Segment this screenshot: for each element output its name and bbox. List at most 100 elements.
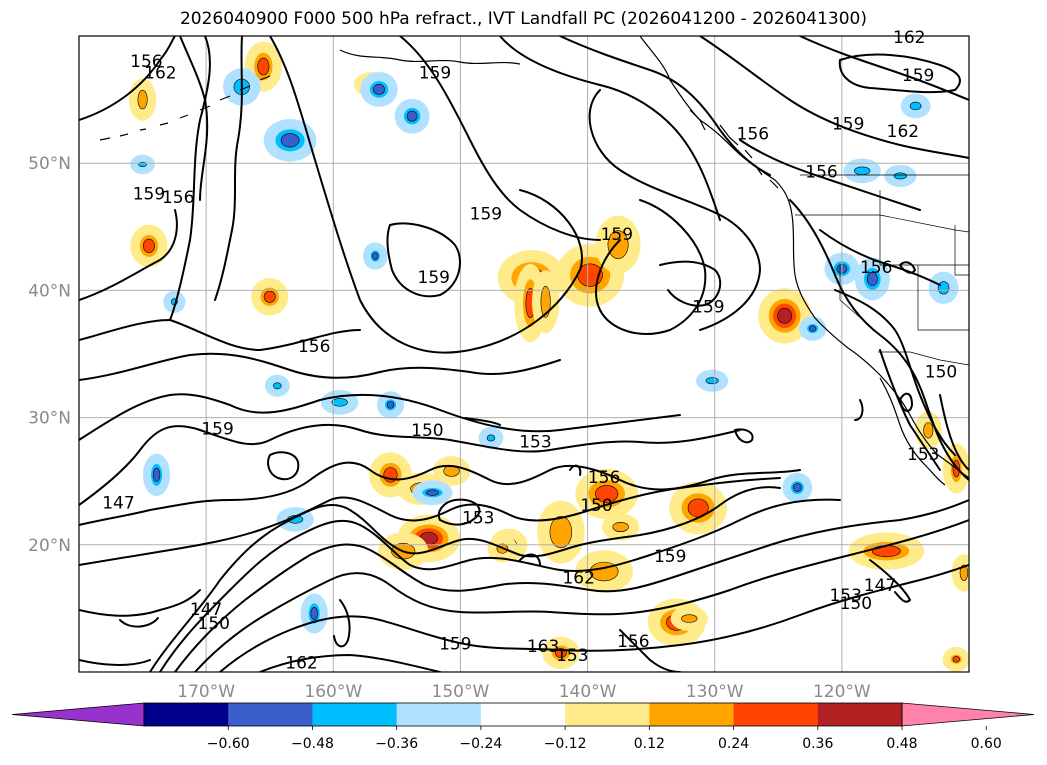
contour-line: [79, 393, 681, 441]
ivt-positive-anomaly: [612, 521, 629, 532]
contour-line: [259, 654, 441, 672]
ivt-negative-anomaly: [425, 489, 439, 496]
contour-label: 153: [519, 432, 551, 452]
figure-title: 2026040900 F000 500 hPa refract., IVT La…: [179, 9, 867, 29]
contour-line: [333, 599, 351, 648]
ivt-negative-anomaly: [386, 401, 395, 409]
contour-line: [854, 399, 864, 421]
latitude-tick-label: 20°N: [28, 536, 71, 556]
coastlines: [99, 36, 969, 486]
ivt-negative-anomaly: [373, 84, 386, 95]
contour-label: 159: [439, 635, 471, 655]
contour-line: [79, 352, 561, 381]
contour-label: 162: [893, 28, 925, 48]
contour-label: 150: [411, 421, 443, 441]
contour-label: 147: [864, 576, 896, 596]
ivt-negative-anomaly: [808, 325, 817, 332]
contour-line: [519, 553, 541, 566]
colorbar-tick-label: −0.24: [459, 736, 502, 752]
contour-line: [595, 199, 707, 335]
colorbar-tick-label: −0.36: [375, 736, 418, 752]
contour-line: [869, 559, 911, 603]
ivt-positive-anomaly: [952, 656, 960, 663]
contour-label: 156: [805, 163, 837, 183]
contour-line: [174, 499, 969, 672]
ivt-negative-anomaly: [909, 101, 922, 111]
contour-line: [899, 261, 916, 274]
contour-line: [119, 617, 159, 628]
colorbar-tick-label: 0.12: [634, 736, 665, 752]
longitude-tick-label: 150°W: [432, 682, 490, 702]
contour-line: [79, 589, 201, 617]
contour-label: 150: [198, 614, 230, 634]
contour-label: 159: [418, 268, 450, 288]
contour-line: [79, 319, 361, 351]
border-states-3: [839, 265, 969, 336]
colorbar: −0.60 −0.48 −0.36 −0.24 −0.12 0.12 0.24 0.36 0.4…: [11, 702, 1035, 752]
contour-label: 159: [133, 184, 165, 204]
ivt-negative-anomaly: [152, 467, 161, 482]
border-us-mexico: [878, 351, 969, 366]
contour-line: [79, 477, 781, 566]
contour-line: [79, 461, 801, 526]
coastline-islands: [689, 109, 779, 189]
colorbar-tick-label: 0.48: [886, 736, 917, 752]
latitude-ticks: 20°N 30°N 40°N 50°N: [28, 154, 71, 556]
colorbar-frame: [143, 702, 903, 727]
contour-line: [386, 222, 461, 298]
contour-line: [214, 36, 243, 301]
ivt-negative-anomaly: [866, 271, 878, 287]
contour-label: 156: [860, 258, 892, 278]
ivt-positive-anomaly: [142, 238, 155, 253]
colorbar-segment: [649, 703, 735, 726]
political-borders: [795, 174, 969, 366]
contour-label: 147: [102, 493, 134, 513]
longitude-tick-label: 140°W: [559, 682, 617, 702]
contour-label: 162: [285, 654, 317, 674]
colorbar-tick-label: 0.24: [718, 736, 749, 752]
contour-label: 159: [654, 547, 686, 567]
contour-line: [838, 53, 961, 94]
longitude-ticks: 170°W 160°W 150°W 140°W 130°W 120°W: [177, 682, 871, 702]
ivt-positive-anomaly: [681, 614, 698, 623]
colorbar-tick-label: −0.12: [544, 736, 587, 752]
contour-label: 163: [527, 637, 559, 657]
contour-labels: 156 162 159 162 159 159 162 156 156 159 156 159 159 1…: [102, 28, 957, 674]
contour-label: 150: [925, 362, 957, 382]
contour-line: [569, 464, 582, 476]
contour-label: 156: [130, 52, 162, 72]
coastline-aleutians: [99, 75, 271, 141]
longitude-tick-label: 160°W: [304, 682, 362, 702]
ivt-negative-anomaly: [705, 377, 719, 385]
contour-line: [899, 392, 913, 412]
contour-line: [939, 394, 969, 471]
contour-line: [619, 629, 681, 672]
contour-label: 156: [298, 337, 330, 357]
contour-line: [169, 36, 211, 321]
contour-line: [464, 417, 501, 426]
contour-line: [739, 139, 921, 211]
contour-label: 159: [902, 66, 934, 86]
colorbar-tick-label: −0.48: [291, 736, 334, 752]
contour-label: 153: [556, 646, 588, 666]
contour-line: [267, 451, 300, 481]
contour-label: 147: [190, 600, 222, 620]
contour-line: [659, 260, 722, 307]
contour-label: 156: [617, 632, 649, 652]
ivt-negative-anomaly: [310, 606, 318, 621]
colorbar-tick-label: 0.60: [971, 736, 1002, 752]
contour-label: 159: [601, 225, 633, 245]
latitude-tick-label: 40°N: [28, 281, 71, 301]
contour-label: 162: [562, 568, 594, 588]
contour-label: 159: [419, 63, 451, 83]
contour-line: [559, 36, 771, 176]
contour-layer: [79, 36, 969, 672]
ivt-negative-anomaly: [793, 483, 802, 492]
ivt-negative-anomaly: [937, 281, 950, 295]
contour-line: [219, 564, 969, 672]
coastline-baja: [879, 377, 946, 486]
contour-line: [834, 289, 956, 456]
map-plot-area: [79, 36, 969, 672]
contour-line: [194, 519, 969, 672]
